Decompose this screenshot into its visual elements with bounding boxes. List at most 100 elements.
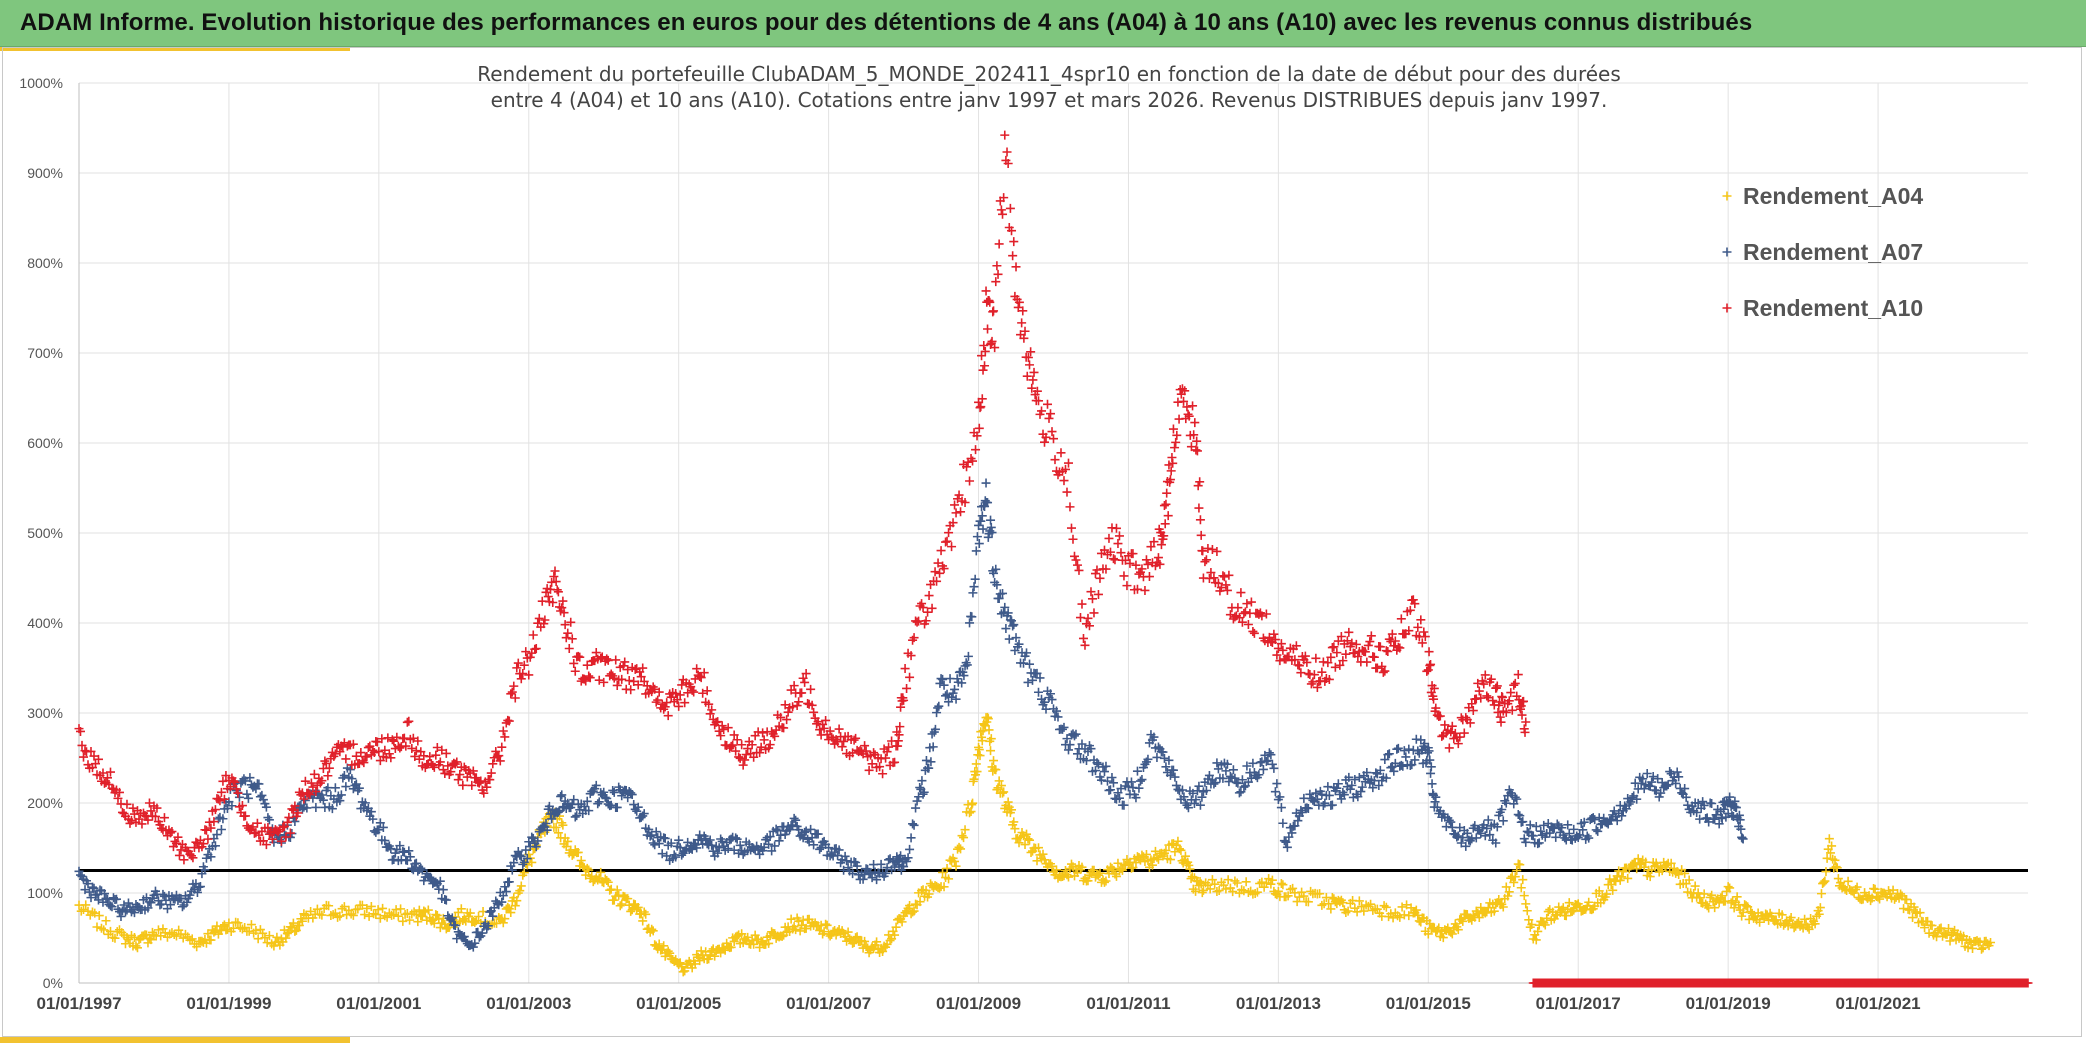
page-title: ADAM Informe. Evolution historique des p… [20, 9, 1753, 36]
data-point [1353, 792, 1363, 802]
data-point [1465, 836, 1475, 846]
data-point [827, 849, 837, 859]
data-point [1177, 384, 1187, 394]
y-tick-label: 400% [27, 615, 63, 631]
data-point [101, 916, 111, 926]
data-point [1188, 401, 1198, 411]
data-point [1498, 816, 1508, 826]
data-point [362, 751, 372, 761]
data-point [798, 673, 808, 683]
data-point [1089, 865, 1099, 875]
data-point [573, 651, 583, 661]
data-point [728, 740, 738, 750]
data-point [291, 925, 301, 935]
data-point [81, 900, 91, 910]
data-point [1192, 446, 1202, 456]
data-point [1305, 789, 1315, 799]
data-point [302, 803, 312, 813]
data-point [203, 834, 213, 844]
chart-title-line-1: Rendement du portefeuille ClubADAM_5_MON… [477, 62, 1621, 86]
data-point [1293, 660, 1303, 670]
data-point [1114, 531, 1124, 541]
data-point [834, 724, 844, 734]
data-point [1276, 803, 1286, 813]
data-point [1699, 889, 1709, 899]
data-point [1050, 455, 1060, 465]
data-point [548, 598, 558, 608]
data-point [1170, 443, 1180, 453]
data-point [1028, 375, 1038, 385]
data-point [786, 914, 796, 924]
data-point [1738, 834, 1748, 844]
data-point [441, 748, 451, 758]
data-point [1278, 818, 1288, 828]
data-point [654, 839, 664, 849]
data-point [450, 920, 460, 930]
data-point [749, 752, 759, 762]
data-point [1132, 766, 1142, 776]
data-point [1612, 816, 1622, 826]
data-point [494, 751, 504, 761]
data-point [1101, 761, 1111, 771]
data-point [1258, 764, 1268, 774]
data-point [699, 668, 709, 678]
data-point [1052, 706, 1061, 716]
data-point [979, 340, 989, 350]
data-point [1063, 458, 1073, 468]
data-point [129, 908, 139, 918]
data-point [1183, 803, 1193, 813]
data-point [932, 576, 942, 586]
data-point [158, 889, 168, 899]
data-point [885, 936, 895, 946]
data-point [1551, 832, 1561, 842]
data-point [1287, 828, 1297, 838]
data-point [575, 652, 585, 662]
data-point [1468, 706, 1478, 716]
data-point [1354, 772, 1364, 782]
data-point [717, 836, 727, 846]
data-point [1489, 906, 1499, 916]
data-point [800, 677, 810, 687]
data-point [1311, 788, 1321, 798]
data-point [360, 798, 370, 808]
data-point [1086, 587, 1096, 597]
data-point [446, 915, 456, 925]
data-point [1504, 696, 1514, 706]
x-tick-label: 01/01/2011 [1086, 994, 1170, 1013]
data-point [765, 740, 775, 750]
data-point [1224, 570, 1234, 580]
data-point [932, 708, 942, 718]
data-point [881, 753, 891, 763]
data-point [974, 423, 984, 433]
data-point [1515, 860, 1525, 870]
data-point [1435, 711, 1445, 721]
data-point [470, 917, 480, 927]
data-point [1143, 754, 1153, 764]
data-point [92, 922, 102, 932]
data-point [591, 648, 601, 658]
data-point [917, 776, 927, 786]
data-point [1486, 674, 1496, 684]
data-point [591, 780, 601, 790]
chart-title: Rendement du portefeuille ClubADAM_5_MON… [477, 62, 1621, 112]
data-point [191, 837, 201, 847]
data-point [1302, 657, 1312, 667]
data-point [335, 911, 345, 921]
data-point [1390, 758, 1400, 768]
data-point [692, 843, 702, 853]
data-point [165, 828, 175, 838]
data-point [1474, 686, 1484, 696]
data-point [1509, 799, 1519, 809]
data-point [1419, 627, 1429, 637]
data-point [911, 803, 921, 813]
data-point [206, 823, 216, 833]
data-point [317, 776, 327, 786]
data-point [1480, 831, 1490, 841]
data-point [981, 286, 991, 296]
data-point [777, 931, 787, 941]
data-point [618, 661, 628, 671]
data-point [1539, 820, 1549, 830]
data-point [1353, 652, 1363, 662]
data-point [677, 680, 687, 690]
data-point [1453, 925, 1463, 935]
